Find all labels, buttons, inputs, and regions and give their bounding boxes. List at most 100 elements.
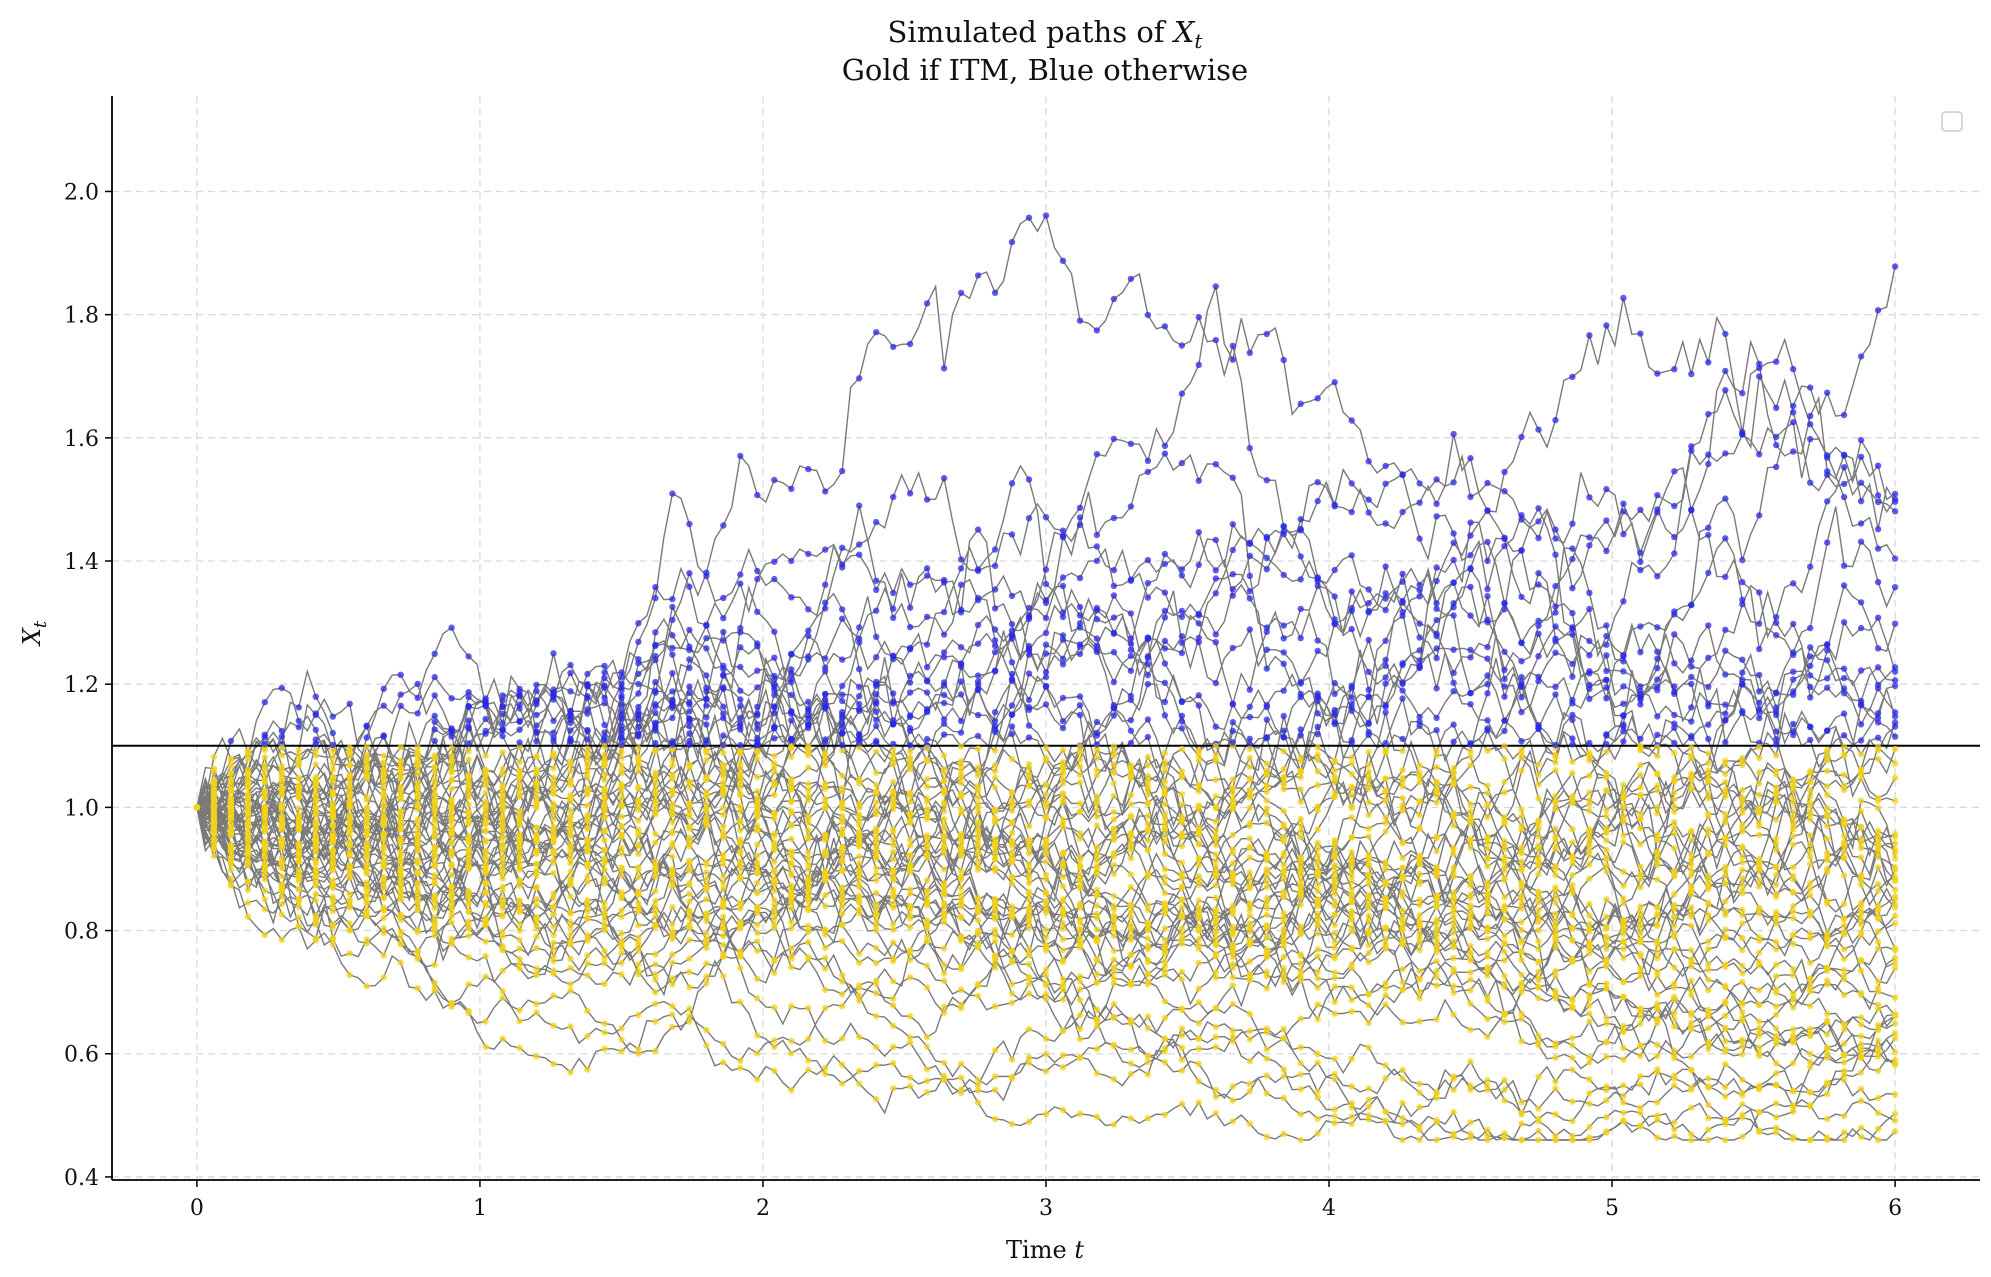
path-point xyxy=(1059,986,1067,993)
path-point xyxy=(465,833,472,840)
path-point xyxy=(1535,1136,1542,1144)
path-point xyxy=(1857,839,1865,846)
path-point xyxy=(482,902,489,910)
path-point xyxy=(1144,791,1152,798)
path-point xyxy=(499,913,506,920)
path-point xyxy=(1535,1105,1542,1112)
path-point xyxy=(329,884,336,891)
path-point xyxy=(822,1037,829,1044)
path-point xyxy=(1773,846,1780,854)
path-point xyxy=(1637,930,1644,937)
path-point xyxy=(1348,694,1355,701)
path-point xyxy=(1840,674,1848,682)
path-point xyxy=(873,811,880,818)
path-point xyxy=(1688,673,1695,681)
path-point xyxy=(839,682,846,690)
path-point xyxy=(805,860,812,868)
path-point xyxy=(686,800,693,808)
path-point xyxy=(906,836,914,844)
path-point xyxy=(1891,555,1899,562)
path-point xyxy=(1891,886,1899,893)
path-point xyxy=(431,650,438,657)
path-point xyxy=(703,645,710,652)
path-point xyxy=(1416,779,1423,786)
path-point xyxy=(431,834,438,841)
path-point xyxy=(1229,1097,1237,1104)
path-point xyxy=(940,699,948,707)
path-point xyxy=(1399,979,1406,986)
path-point xyxy=(1178,1100,1186,1108)
path-point xyxy=(1433,714,1440,722)
path-point xyxy=(669,791,676,799)
path-point xyxy=(1450,556,1457,564)
path-point xyxy=(703,1042,710,1049)
path-point xyxy=(635,745,642,752)
path-point xyxy=(1807,769,1814,777)
path-point xyxy=(601,827,608,834)
path-point xyxy=(397,883,404,890)
path-point xyxy=(1212,894,1220,901)
path-point xyxy=(1365,668,1372,676)
path-point xyxy=(1042,744,1050,751)
path-point xyxy=(957,767,965,774)
path-point xyxy=(754,684,761,691)
path-point xyxy=(1756,949,1763,956)
path-point xyxy=(1161,816,1169,823)
path-point xyxy=(940,808,948,815)
path-point xyxy=(1790,786,1797,793)
path-point xyxy=(1450,530,1457,537)
path-point xyxy=(1280,660,1287,667)
path-point xyxy=(923,708,931,716)
path-point xyxy=(1059,780,1067,787)
path-point xyxy=(720,749,727,757)
path-point xyxy=(669,756,676,764)
path-point xyxy=(1552,526,1559,533)
path-point xyxy=(414,764,421,771)
path-point xyxy=(720,952,727,960)
path-point xyxy=(771,752,778,760)
path-point xyxy=(1891,1029,1899,1037)
path-point xyxy=(720,628,727,636)
path-point xyxy=(1263,330,1271,338)
path-point xyxy=(1722,739,1729,746)
path-point xyxy=(1467,1026,1474,1034)
path-point xyxy=(1603,945,1610,953)
path-point xyxy=(533,793,540,800)
path-point xyxy=(397,848,404,855)
path-point xyxy=(1263,797,1271,804)
path-point xyxy=(1620,723,1627,731)
path-point xyxy=(635,767,642,774)
path-point xyxy=(991,1047,999,1054)
path-point xyxy=(1467,877,1474,884)
path-point xyxy=(1840,922,1848,929)
path-point xyxy=(1246,444,1254,452)
path-point xyxy=(669,762,676,769)
path-point xyxy=(1297,553,1304,560)
path-point xyxy=(533,1053,540,1060)
path-point xyxy=(1603,517,1610,524)
path-point xyxy=(1603,913,1610,920)
path-point xyxy=(1229,944,1237,951)
path-point xyxy=(1382,563,1389,570)
path-point xyxy=(1552,865,1559,872)
path-point xyxy=(1314,694,1321,701)
path-point xyxy=(618,1025,625,1032)
path-point xyxy=(1467,956,1474,963)
path-point xyxy=(1688,773,1695,781)
path-point xyxy=(771,476,778,484)
path-point xyxy=(1263,566,1271,573)
path-point xyxy=(771,781,778,788)
path-point xyxy=(822,944,829,952)
path-point xyxy=(737,726,744,733)
path-point xyxy=(1637,761,1644,769)
path-point xyxy=(1025,696,1033,704)
path-point xyxy=(771,841,778,848)
path-point xyxy=(1756,819,1763,827)
path-point xyxy=(1518,1099,1525,1106)
path-point xyxy=(1874,938,1882,945)
path-point xyxy=(1127,440,1135,447)
path-point xyxy=(822,605,829,612)
path-point xyxy=(652,780,659,787)
path-point xyxy=(1178,791,1186,798)
path-point xyxy=(974,711,982,719)
